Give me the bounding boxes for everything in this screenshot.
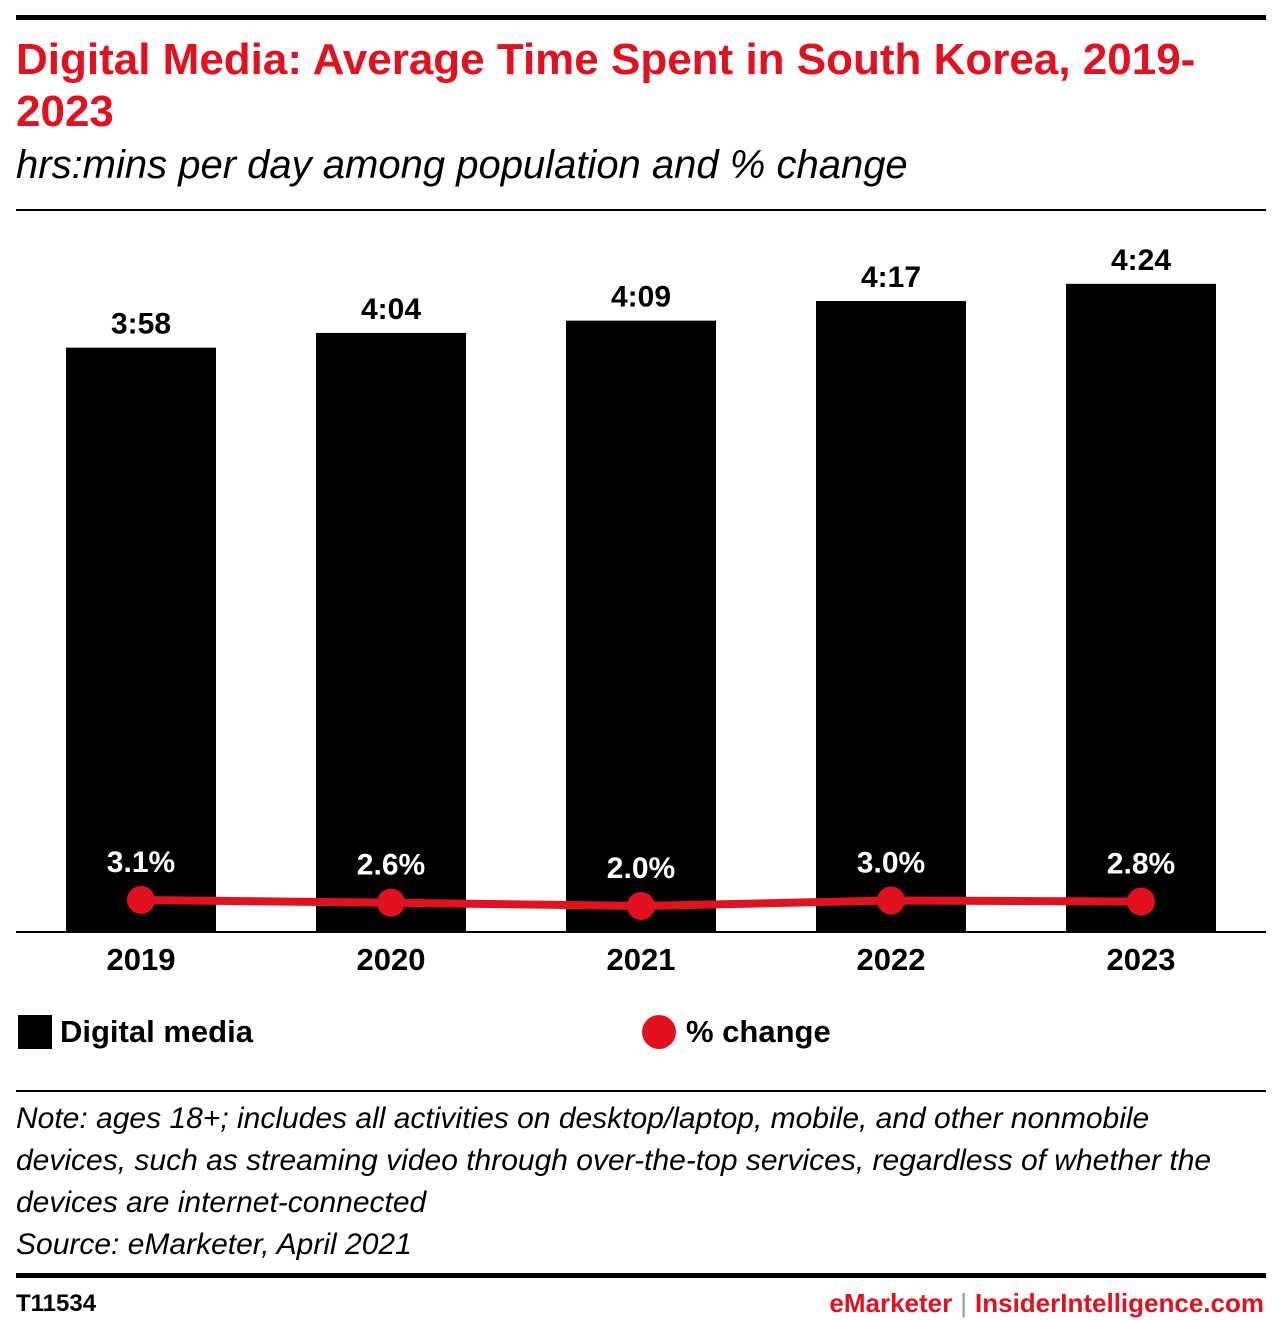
bar-2020 <box>316 332 466 932</box>
legend-label-percent-change: % change <box>686 1014 831 1049</box>
bar-value-label-2019: 3:58 <box>111 308 171 341</box>
bar-line-chart: 3:58 4:04 4:09 4:17 4:24 3.1% 2.6% 2.0% 3.0% 2.8… <box>16 244 1266 977</box>
chart-note: Note: ages 18+; includes all activities … <box>16 1098 1266 1266</box>
percent-change-point-2019 <box>127 885 155 914</box>
percent-change-label-2020: 2.6% <box>357 849 425 882</box>
title-divider <box>16 209 1266 211</box>
bars-layer: 3:58 4:04 4:09 4:17 4:24 <box>66 244 1216 933</box>
x-tick-labels: 2019 2020 2021 2022 2023 <box>107 942 1176 977</box>
percent-change-label-2019: 3.1% <box>107 846 175 879</box>
chart-subtitle: hrs:mins per day among population and % … <box>16 143 908 187</box>
bar-value-label-2020: 4:04 <box>361 293 421 326</box>
x-tick-label-2021: 2021 <box>607 942 676 977</box>
percent-change-point-2021 <box>627 892 655 920</box>
chart-id: T11534 <box>16 1290 97 1317</box>
x-tick-label-2019: 2019 <box>107 942 176 977</box>
brand-emarketer: eMarketer <box>829 1288 953 1318</box>
bar-value-label-2023: 4:24 <box>1111 244 1171 277</box>
x-tick-label-2023: 2023 <box>1107 942 1176 977</box>
brand-insider-intelligence: InsiderIntelligence.com <box>975 1288 1264 1318</box>
note-source: Source: eMarketer, April 2021 <box>16 1228 412 1261</box>
legend-dot-icon <box>642 1015 676 1049</box>
legend-item-digital-media: Digital media <box>18 1012 253 1052</box>
footer-brand: eMarketer | InsiderIntelligence.com <box>829 1288 1264 1319</box>
brand-separator: | <box>960 1288 968 1318</box>
legend-label-digital-media: Digital media <box>60 1014 253 1049</box>
bottom-rule <box>16 1273 1266 1278</box>
line-layer: 3.1% 2.6% 2.0% 3.0% 2.8% <box>107 846 1175 920</box>
bar-2023 <box>1066 283 1216 932</box>
bar-value-label-2021: 4:09 <box>611 281 671 314</box>
legend-item-percent-change: % change <box>642 1012 831 1052</box>
bar-value-label-2022: 4:17 <box>861 261 921 294</box>
percent-change-point-2022 <box>877 886 905 915</box>
bar-2022 <box>816 301 966 932</box>
percent-change-label-2023: 2.8% <box>1107 848 1175 881</box>
percent-change-label-2022: 3.0% <box>857 847 925 880</box>
legend-square-icon <box>18 1015 52 1049</box>
percent-change-point-2020 <box>377 888 405 917</box>
x-tick-label-2020: 2020 <box>357 942 426 977</box>
note-text: Note: ages 18+; includes all activities … <box>16 1102 1212 1219</box>
x-tick-label-2022: 2022 <box>857 942 926 977</box>
chart-title: Digital Media: Average Time Spent in Sou… <box>16 35 1196 136</box>
bar-2021 <box>566 320 716 932</box>
percent-change-point-2023 <box>1127 887 1155 916</box>
note-divider <box>16 1090 1266 1092</box>
bar-2019 <box>66 347 216 933</box>
top-rule <box>16 15 1266 20</box>
percent-change-label-2021: 2.0% <box>607 852 675 885</box>
